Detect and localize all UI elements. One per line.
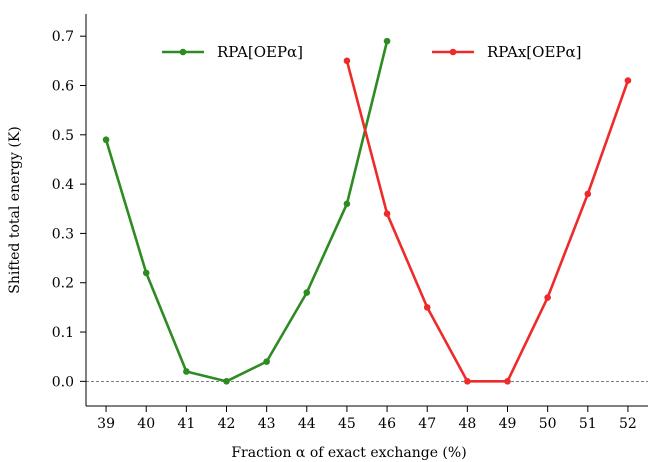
series-1 — [102, 37, 391, 385]
data-point — [102, 136, 110, 144]
series-2 — [343, 57, 632, 385]
y-tick-label: 0.0 — [52, 374, 74, 390]
data-point — [423, 304, 431, 311]
axes — [85, 14, 648, 407]
data-point — [223, 378, 230, 385]
data-point — [303, 289, 311, 296]
data-point — [624, 77, 632, 84]
y-tick-label: 0.6 — [52, 78, 74, 94]
x-tick-label: 48 — [458, 416, 476, 432]
series-layer — [102, 37, 632, 385]
data-point — [343, 200, 351, 208]
series-line — [104, 40, 389, 383]
legend-item: RPA[OEPα] — [162, 43, 303, 61]
legend: RPA[OEPα] RPAx[OEPα] — [162, 43, 581, 61]
data-point — [343, 57, 351, 65]
x-tick-label: 41 — [177, 416, 195, 432]
x-tick-label: 50 — [539, 416, 557, 432]
ticks: 39 40 41 42 43 44 45 46 47 48 49 50 51 52 0.0 0.1 0.2 0.3… — [52, 29, 637, 432]
data-point — [183, 368, 190, 375]
legend-label: RPAx[OEPα] — [487, 43, 581, 61]
x-tick-label: 49 — [499, 416, 517, 432]
x-tick-label: 44 — [298, 416, 316, 432]
y-tick-label: 0.4 — [52, 177, 74, 193]
x-tick-label: 47 — [418, 416, 436, 432]
legend-label: RPA[OEPα] — [217, 43, 303, 61]
y-tick-label: 0.3 — [52, 226, 74, 242]
series-line — [345, 60, 630, 383]
x-tick-label: 43 — [258, 416, 276, 432]
data-point — [383, 210, 391, 217]
x-tick-label: 46 — [378, 416, 396, 432]
legend-marker — [449, 48, 457, 56]
legend-item: RPAx[OEPα] — [432, 43, 581, 61]
data-point — [504, 378, 511, 385]
data-point — [142, 269, 150, 277]
y-tick-label: 0.2 — [52, 276, 74, 292]
x-tick-label: 51 — [579, 416, 597, 432]
y-tick-label: 0.1 — [52, 325, 74, 341]
y-tick-label: 0.5 — [52, 128, 74, 144]
x-tick-label: 40 — [137, 416, 155, 432]
data-point — [464, 378, 471, 385]
x-tick-label: 45 — [338, 416, 356, 432]
data-point — [584, 190, 592, 198]
x-tick-label: 52 — [619, 416, 637, 432]
x-tick-label: 39 — [97, 416, 115, 432]
legend-marker — [179, 48, 187, 56]
data-point — [383, 37, 391, 45]
x-axis-label: Fraction α of exact exchange (%) — [231, 445, 466, 461]
y-tick-label: 0.7 — [52, 29, 74, 45]
y-axis-label: Shifted total energy (K) — [7, 126, 23, 294]
x-tick-label: 42 — [218, 416, 236, 432]
data-point — [544, 294, 551, 301]
data-point — [263, 358, 270, 365]
